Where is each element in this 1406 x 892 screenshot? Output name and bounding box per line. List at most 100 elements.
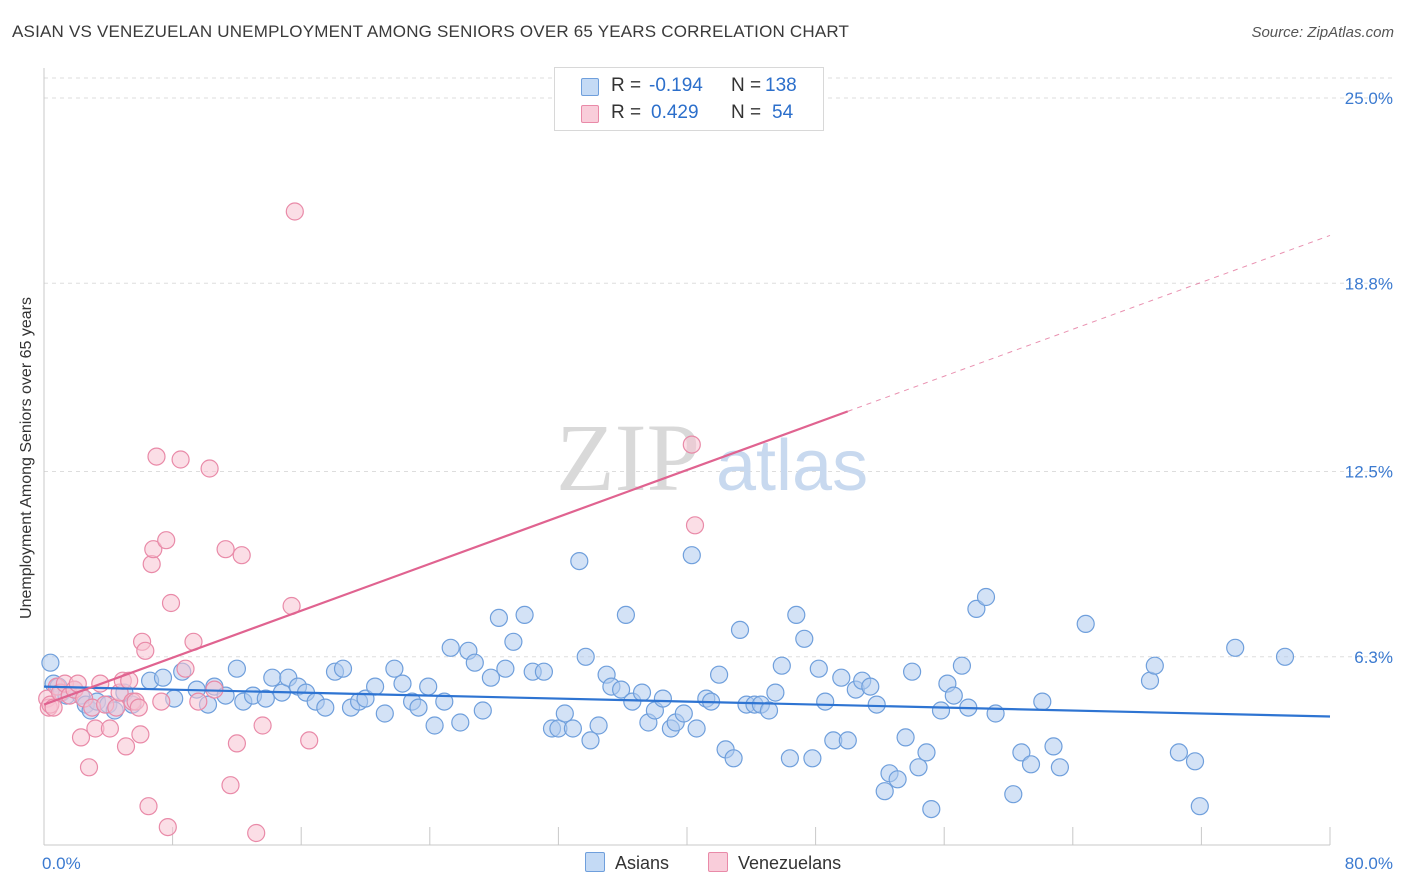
asian-point <box>875 782 894 801</box>
asian-point <box>1033 692 1052 711</box>
x-tick-label: 0.0% <box>42 854 81 873</box>
asian-point <box>944 686 963 705</box>
asian-series <box>41 546 1295 819</box>
asian-point <box>263 668 282 687</box>
legend-row-venezuelans: R = 0.429 N = 54 <box>555 100 823 128</box>
venezuelan-point <box>71 728 91 747</box>
asian-point <box>504 632 523 651</box>
asians-legend-swatch <box>585 852 605 872</box>
asian-point <box>795 629 814 648</box>
axes <box>43 68 1331 846</box>
venezuelan-point <box>189 692 208 711</box>
venezuelan-point <box>200 459 219 478</box>
asian-point <box>409 698 428 717</box>
legend-n-label: N = <box>731 102 762 123</box>
asian-point <box>534 662 554 681</box>
legend-r-value: -0.194 <box>649 75 703 96</box>
watermark-zip: ZIP <box>556 404 700 511</box>
asian-point <box>333 659 353 678</box>
venezuelan-point <box>147 447 166 466</box>
legend-r-label: R = <box>611 102 642 123</box>
venezuelan-series <box>38 202 705 843</box>
asian-point <box>967 599 986 619</box>
asian-point <box>227 659 246 678</box>
venezuelan-point <box>221 776 240 795</box>
x-tick-label: 80.0% <box>1345 854 1393 873</box>
asian-point <box>481 668 500 687</box>
asian-point <box>861 677 880 696</box>
venezuelans-swatch <box>581 105 599 123</box>
asian-point <box>809 659 828 678</box>
watermark: ZIP atlas <box>556 404 868 511</box>
venezuelan-point <box>152 692 171 711</box>
venezuelan-point <box>161 593 181 613</box>
asian-point <box>555 704 574 723</box>
asian-point <box>375 704 394 723</box>
legend-n-value: 54 <box>772 102 794 123</box>
legend-r-label: R = <box>611 75 642 96</box>
asian-point <box>435 692 454 711</box>
trend-lines <box>43 234 1331 718</box>
asian-point <box>917 743 936 762</box>
venezuelan-point <box>129 698 148 717</box>
legend-row-asians: R = -0.194 N = 138 <box>555 73 823 101</box>
asian-point <box>976 587 996 607</box>
asian-point <box>1140 671 1160 690</box>
venezuelan-point <box>79 758 99 777</box>
asians-legend-label: Asians <box>615 853 670 873</box>
chart-title: ASIAN VS VENEZUELAN UNEMPLOYMENT AMONG S… <box>12 22 850 41</box>
asian-point <box>888 770 907 789</box>
venezuelan-point <box>100 719 120 738</box>
asian-point <box>393 674 412 693</box>
venezuelan-point <box>139 797 158 816</box>
venezuelan-point <box>157 531 176 550</box>
asian-point <box>1185 752 1205 771</box>
asian-point <box>451 713 470 732</box>
asian-point <box>1012 743 1031 762</box>
asian-point <box>611 680 631 699</box>
asian-point <box>576 647 595 666</box>
legend-n-label: N = <box>731 75 762 96</box>
asian-point <box>1050 758 1070 777</box>
asian-point <box>687 719 706 738</box>
venezuelan-point <box>176 659 195 678</box>
venezuelan-point <box>158 817 177 837</box>
asian-point <box>616 605 636 625</box>
asian-point <box>1226 638 1245 657</box>
asian-point <box>922 799 941 819</box>
venezuelan-point <box>232 546 251 565</box>
asian-point <box>896 728 915 747</box>
asian-point <box>256 689 275 708</box>
asian-point <box>1004 785 1023 804</box>
legend-r-value: 0.429 <box>651 102 699 123</box>
y-tick-label: 12.5% <box>1345 463 1393 482</box>
asian-point <box>570 551 589 571</box>
asian-point <box>153 668 173 687</box>
y-tick-label: 25.0% <box>1345 89 1393 108</box>
asian-point <box>425 716 444 735</box>
asian-point <box>682 546 701 565</box>
venezuelans-legend-swatch <box>708 852 728 872</box>
venezuelan-point <box>253 716 272 735</box>
asian-point <box>419 677 438 696</box>
venezuelan-point <box>144 540 163 559</box>
venezuelan-point <box>247 823 266 843</box>
grid-lines <box>44 77 1395 658</box>
venezuelan-point <box>685 516 705 535</box>
asian-point <box>867 695 886 714</box>
asian-point <box>772 656 791 675</box>
asian-point <box>952 656 972 675</box>
asian-point <box>489 608 508 628</box>
asian-point <box>780 749 800 768</box>
asian-point <box>316 698 335 717</box>
asian-point <box>653 689 673 708</box>
asian-point <box>787 605 806 625</box>
venezuelan-trend-line <box>43 410 849 706</box>
asian-point <box>759 701 779 720</box>
asian-point <box>1145 656 1164 675</box>
asian-point <box>766 683 785 702</box>
asian-point <box>832 668 851 687</box>
asian-point <box>803 749 822 768</box>
watermark-atlas: atlas <box>716 426 868 506</box>
